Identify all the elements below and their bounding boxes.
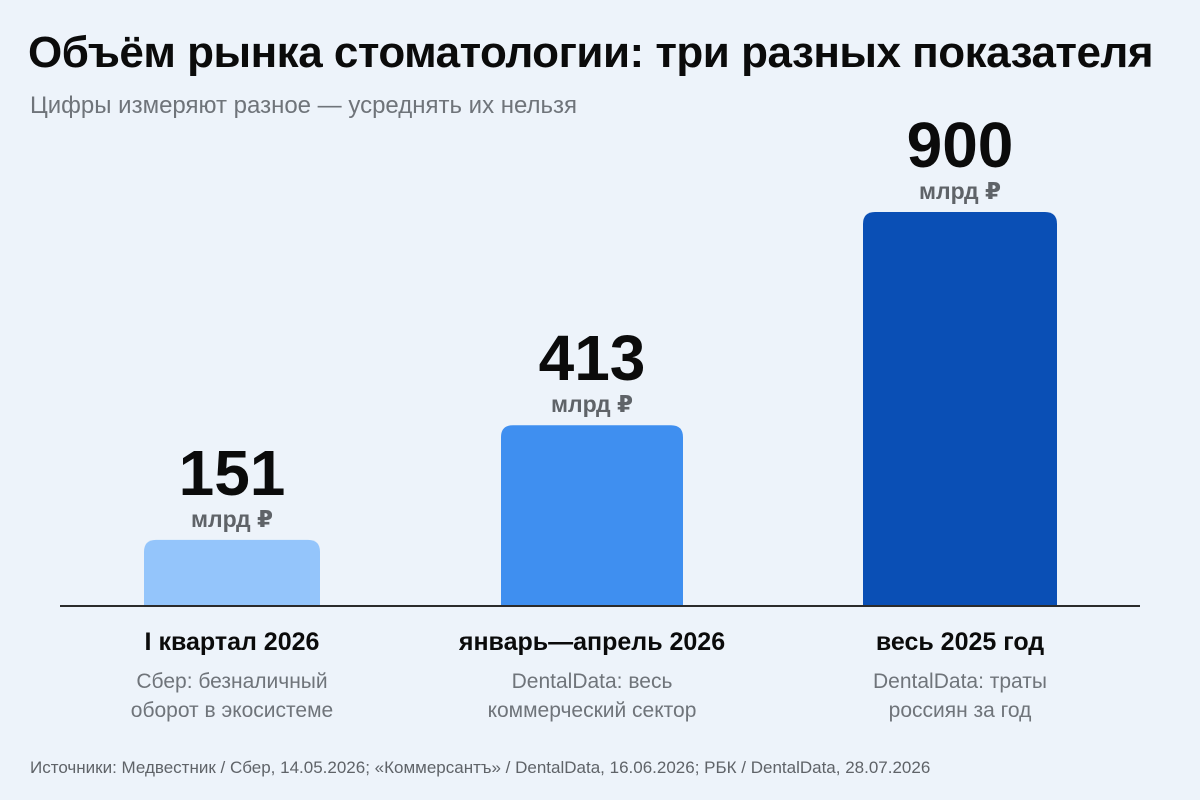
category-note: коммерческий сектор [488,699,697,722]
bar-2 [501,425,683,606]
bar-value-label: 151 [179,437,286,509]
category-note: DentalData: траты [873,670,1047,693]
category-label: весь 2025 год [876,628,1044,656]
chart-subtitle: Цифры измеряют разное — усреднять их нел… [30,92,578,119]
chart-title: Объём рынка стоматологии: три разных пок… [28,28,1154,77]
bar-3 [863,212,1057,606]
category-note: оборот в экосистеме [131,699,333,722]
category-note: DentalData: весь [512,670,673,693]
category-note: Сбер: безналичный [136,670,327,693]
category-label: I квартал 2026 [145,628,320,656]
bar-1 [144,539,320,606]
source-note: Источники: Медвестник / Сбер, 14.05.2026… [30,758,931,777]
bar-value-label: 413 [539,322,646,394]
bar-unit-label: млрд ₽ [191,506,273,532]
bar-value-label: 900 [907,109,1014,181]
bar-unit-label: млрд ₽ [551,391,633,417]
category-label: январь—апрель 2026 [458,628,725,656]
bar-unit-label: млрд ₽ [919,178,1001,204]
category-note: россиян за год [889,699,1032,722]
